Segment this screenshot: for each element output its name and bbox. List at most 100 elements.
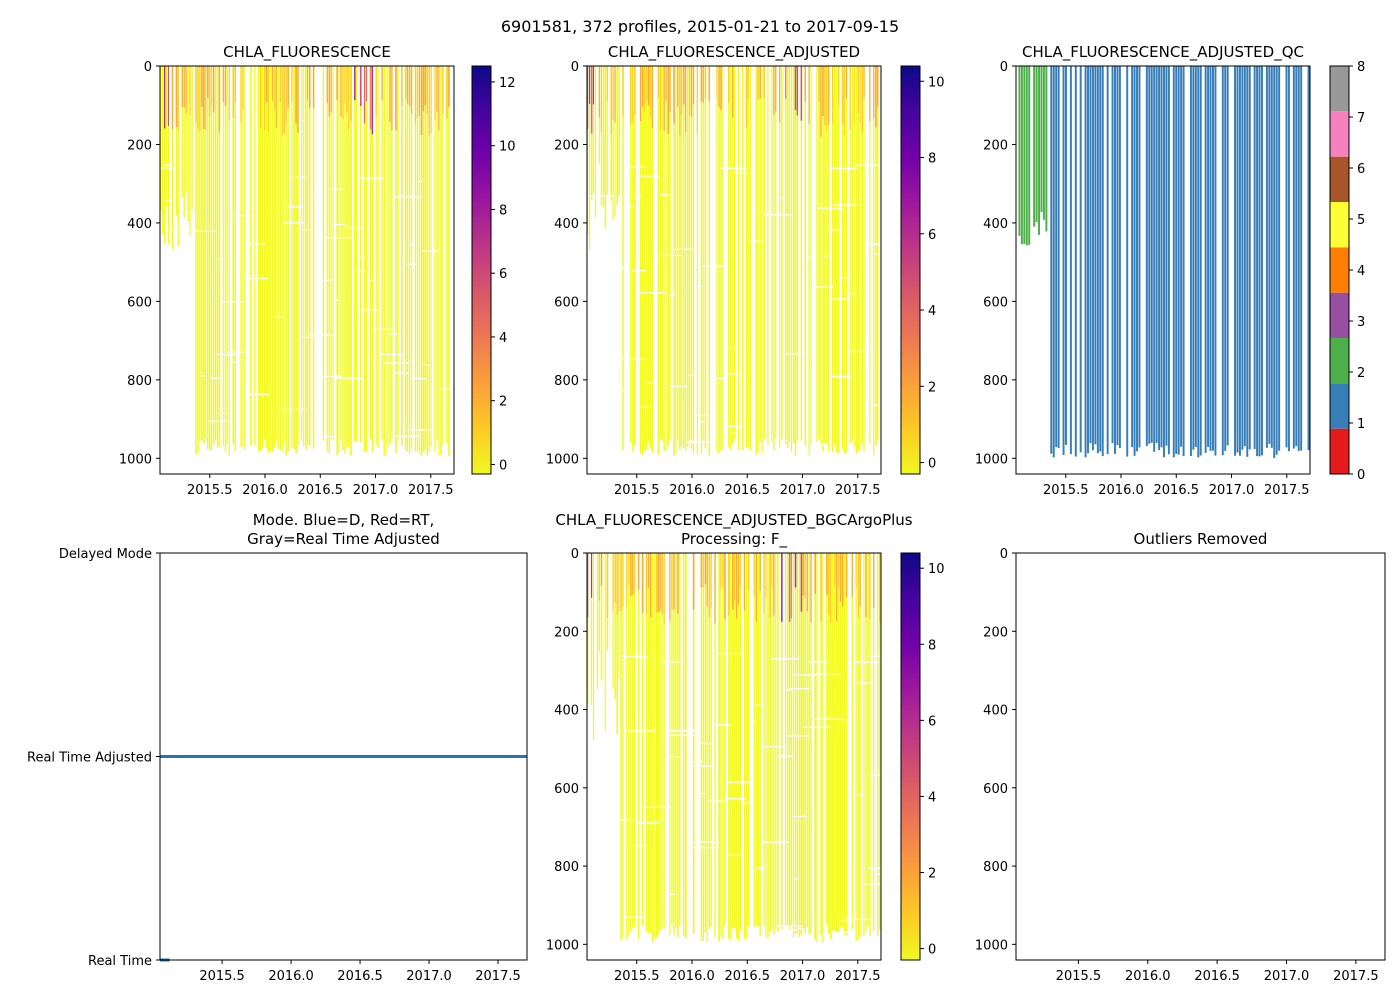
heatmap-column xyxy=(436,66,438,441)
heatmap-column-surface xyxy=(271,66,273,101)
heatmap-column-surface xyxy=(438,66,440,131)
heatmap-column-surface xyxy=(855,553,857,588)
heatmap-column xyxy=(661,66,663,441)
heatmap-column xyxy=(637,553,640,940)
colorbar xyxy=(900,552,921,961)
heatmap-column-surface xyxy=(308,66,311,108)
qc-flag-column xyxy=(1023,66,1026,244)
heatmap-gap xyxy=(749,720,756,722)
heatmap-column-surface xyxy=(344,66,346,103)
heatmap-column xyxy=(369,66,372,440)
heatmap-column xyxy=(679,66,681,450)
colorbar-tick-label: 1 xyxy=(1357,417,1365,432)
heatmap-gap xyxy=(715,652,744,655)
heatmap-gap xyxy=(624,916,645,918)
heatmap-column xyxy=(651,553,653,942)
heatmap-column-surface xyxy=(830,553,832,623)
heatmap-column xyxy=(775,66,777,439)
heatmap-column xyxy=(209,66,211,451)
heatmap-column xyxy=(344,66,346,455)
heatmap-column xyxy=(683,66,685,448)
heatmap-column xyxy=(730,66,732,451)
heatmap-column xyxy=(195,66,197,455)
axes-frame xyxy=(1015,65,1311,475)
heatmap-column xyxy=(647,66,650,443)
heatmap-column xyxy=(784,553,787,927)
heatmap-column-surface xyxy=(779,66,781,123)
heatmap-column xyxy=(724,553,726,926)
heatmap-gap xyxy=(334,377,363,379)
qc-flag-column xyxy=(1287,66,1290,452)
qc-flag-column xyxy=(1148,66,1151,444)
qc-flag-column xyxy=(1084,66,1087,458)
qc-flag-column xyxy=(1089,66,1092,444)
x-tick-label: 2017.5 xyxy=(408,483,454,498)
heatmap-column-surface xyxy=(716,66,718,99)
heatmap-gap xyxy=(659,254,683,257)
heatmap-column-surface xyxy=(859,553,861,607)
heatmap-column xyxy=(761,66,763,454)
heatmap-column-surface xyxy=(714,553,716,624)
qc-flag-column xyxy=(1307,66,1310,451)
qc-flag-column xyxy=(1238,66,1241,456)
qc-flag-column xyxy=(1153,66,1156,452)
heatmap-column-surface xyxy=(189,66,191,115)
heatmap-gap xyxy=(219,412,228,414)
heatmap-column-surface xyxy=(806,553,808,612)
heatmap-column-surface xyxy=(606,66,608,101)
heatmap-column-surface xyxy=(416,66,418,117)
heatmap-column-surface xyxy=(209,66,211,117)
heatmap-column xyxy=(877,553,879,937)
heatmap-gap xyxy=(418,181,423,183)
heatmap-column xyxy=(728,66,730,447)
heatmap-column-surface xyxy=(340,66,342,117)
heatmap-column xyxy=(651,66,654,453)
heatmap-column xyxy=(628,553,630,936)
heatmap-column-surface xyxy=(199,66,201,132)
heatmap-column-surface xyxy=(201,66,203,107)
heatmap-column-surface xyxy=(207,66,209,98)
heatmap-column-surface xyxy=(645,553,648,615)
heatmap-column-surface xyxy=(763,553,765,613)
heatmap-column-surface xyxy=(857,553,860,618)
heatmap-column xyxy=(685,66,687,452)
heatmap-column-surface xyxy=(175,66,178,127)
y-tick-label: 200 xyxy=(554,625,579,640)
qc-flag-column xyxy=(1126,66,1129,457)
heatmap-column-surface xyxy=(732,66,734,118)
heatmap-gap xyxy=(702,265,723,267)
qc-flag-column xyxy=(1087,66,1090,454)
heatmap-column-surface xyxy=(728,66,730,104)
heatmap-column xyxy=(749,66,751,451)
heatmap-column xyxy=(657,553,660,935)
heatmap-column xyxy=(197,66,199,453)
colorbar-tick-label: 0 xyxy=(499,458,507,473)
heatmap-column xyxy=(434,66,436,452)
heatmap-column-surface xyxy=(794,553,797,588)
heatmap-gap xyxy=(333,299,339,301)
heatmap-column xyxy=(602,66,605,208)
colorbar-tick-label: 2 xyxy=(1357,366,1365,381)
heatmap-gap xyxy=(694,765,715,767)
qc-flag-column xyxy=(1246,66,1249,457)
heatmap-column-surface xyxy=(618,553,620,612)
heatmap-column-surface xyxy=(279,66,282,102)
heatmap-column-surface xyxy=(259,66,262,129)
heatmap-gap xyxy=(606,390,628,392)
axes-frame xyxy=(1015,552,1386,961)
heatmap-column xyxy=(763,66,765,440)
heatmap-column xyxy=(612,553,614,689)
heatmap-column xyxy=(841,66,844,449)
qc-flag-column xyxy=(1150,66,1153,443)
heatmap-column xyxy=(359,66,362,443)
heatmap-column xyxy=(808,66,810,456)
colorbar-tick-label: 10 xyxy=(499,140,516,155)
heatmap-column xyxy=(281,66,283,453)
qc-flag-column xyxy=(1297,66,1300,451)
heatmap-column xyxy=(375,66,377,446)
colorbar xyxy=(900,65,921,475)
heatmap-column-surface xyxy=(657,66,659,98)
heatmap-column xyxy=(659,66,662,440)
heatmap-gap xyxy=(617,819,634,821)
heatmap-column xyxy=(700,553,703,941)
